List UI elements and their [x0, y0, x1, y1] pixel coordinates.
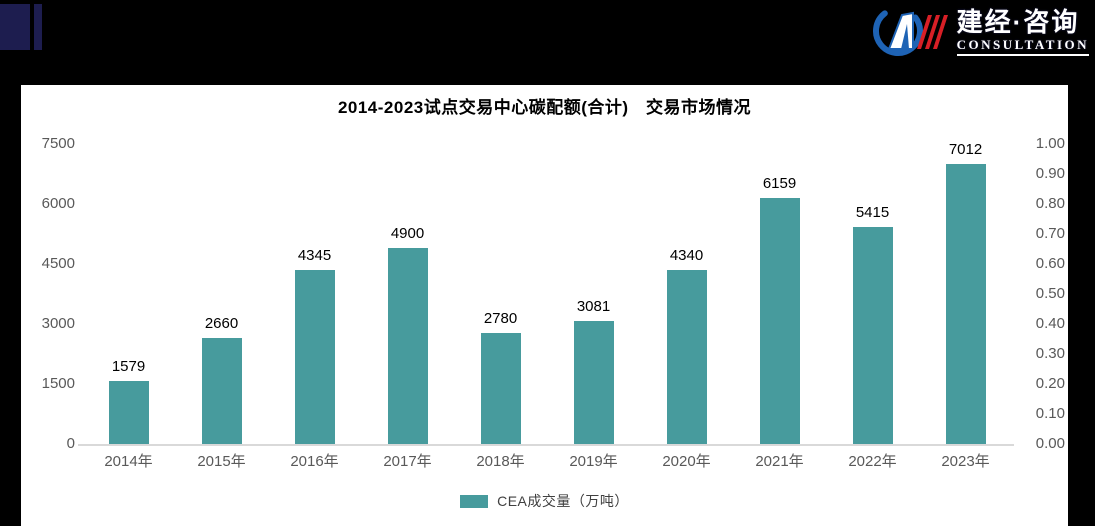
bar-value-label: 4900	[390, 225, 425, 242]
y-axis-tick-right: 0.90	[1035, 165, 1065, 182]
y-axis-tick-left: 1500	[41, 375, 75, 392]
bar-2017年	[387, 248, 428, 444]
chart-legend: CEA成交量（万吨）	[21, 490, 1068, 512]
legend-swatch	[460, 494, 489, 508]
bar-value-label: 5415	[855, 204, 890, 221]
x-axis-line	[78, 444, 1014, 446]
y-axis-tick-right: 0.30	[1035, 345, 1065, 362]
chart-title: 2014-2023试点交易中心碳配额(合计) 交易市场情况	[337, 98, 752, 117]
y-axis-tick-right: 0.50	[1035, 285, 1065, 302]
x-axis-label: 2018年	[476, 453, 525, 470]
bar-value-label: 3081	[576, 298, 611, 315]
y-axis-tick-left: 4500	[41, 255, 75, 272]
y-axis-tick-left: 0	[66, 435, 75, 452]
y-axis-tick-right: 0.10	[1035, 405, 1065, 422]
y-axis-tick-right: 1.00	[1035, 135, 1065, 152]
logo-subtitle: CONSULTATION	[956, 37, 1089, 56]
company-logo: 建经·咨询 CONSULTATION	[871, 2, 1089, 60]
bar-2021年	[759, 198, 800, 444]
logo-text-block: 建经·咨询 CONSULTATION	[956, 6, 1089, 56]
bar-value-label: 2780	[483, 310, 518, 327]
y-axis-tick-left: 3000	[41, 315, 75, 332]
x-axis-label: 2021年	[755, 453, 804, 470]
bar-2016年	[294, 270, 335, 444]
legend-label: CEA成交量（万吨）	[497, 493, 629, 509]
x-axis-label: 2020年	[662, 453, 711, 470]
x-axis-label: 2017年	[383, 453, 432, 470]
bar-value-label: 4340	[669, 247, 704, 264]
bar-2014年	[108, 381, 149, 444]
bar-value-label: 2660	[204, 315, 239, 332]
bar-2022年	[852, 227, 893, 444]
y-axis-tick-right: 0.80	[1035, 195, 1065, 212]
company-logo-icon	[872, 6, 948, 56]
x-axis-label: 2014年	[104, 453, 153, 470]
bar-2019年	[573, 321, 614, 444]
decorative-navy-square	[0, 4, 30, 50]
x-axis-label: 2015年	[197, 453, 246, 470]
y-axis-tick-right: 0.60	[1035, 255, 1065, 272]
decorative-navy-bar	[34, 4, 42, 50]
y-axis-tick-right: 0.40	[1035, 315, 1065, 332]
y-axis-tick-left: 7500	[41, 135, 75, 152]
bar-value-label: 1579	[111, 358, 146, 375]
bar-2015年	[201, 338, 242, 444]
bar-2018年	[480, 333, 521, 444]
bar-2023年	[945, 164, 986, 444]
x-axis-label: 2016年	[290, 453, 339, 470]
logo-company-name: 建经·咨询	[956, 6, 1080, 37]
x-axis-label: 2023年	[941, 453, 990, 470]
x-axis-label: 2022年	[848, 453, 897, 470]
y-axis-tick-right: 0.20	[1035, 375, 1065, 392]
bar-value-label: 7012	[948, 141, 983, 158]
y-axis-tick-left: 6000	[41, 195, 75, 212]
y-axis-tick-right: 0.70	[1035, 225, 1065, 242]
top-bar: 建经·咨询 CONSULTATION	[0, 0, 1095, 85]
bar-value-label: 6159	[762, 175, 797, 192]
y-axis-tick-right: 0.00	[1035, 435, 1065, 452]
bar-2020年	[666, 270, 707, 444]
x-axis-label: 2019年	[569, 453, 618, 470]
bar-value-label: 4345	[297, 247, 332, 264]
chart-card: 2014-2023试点交易中心碳配额(合计) 交易市场情况 CEA成交量（万吨）…	[21, 85, 1068, 526]
